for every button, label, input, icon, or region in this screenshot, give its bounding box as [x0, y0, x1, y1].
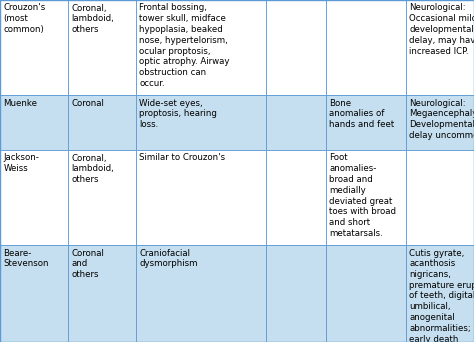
Text: Jackson-
Weiss: Jackson- Weiss	[3, 154, 39, 173]
Text: Coronal,
lambdoid,
others: Coronal, lambdoid, others	[72, 154, 114, 184]
Text: Crouzon's
(most
common): Crouzon's (most common)	[3, 3, 46, 34]
Bar	[266, 150, 326, 245]
Text: Frontal bossing,
tower skull, midface
hypoplasia, beaked
nose, hypertelorism,
oc: Frontal bossing, tower skull, midface hy…	[139, 3, 230, 88]
Bar	[68, 0, 136, 95]
Bar	[326, 150, 406, 245]
Text: Bone
anomalies of
hands and feet: Bone anomalies of hands and feet	[329, 98, 395, 129]
Bar	[0, 150, 68, 245]
Text: Cutis gyrate,
acanthosis
nigricans,
premature eruption
of teeth, digital,
umbili: Cutis gyrate, acanthosis nigricans, prem…	[410, 249, 474, 342]
Bar	[266, 245, 326, 342]
Bar	[266, 0, 326, 95]
Text: Beare-
Stevenson: Beare- Stevenson	[3, 249, 49, 268]
Bar	[0, 0, 68, 95]
Bar	[406, 245, 474, 342]
Bar	[0, 95, 68, 150]
Text: Neurological:
Occasional mild
developmental
delay, may have
increased ICP.: Neurological: Occasional mild developmen…	[410, 3, 474, 55]
Bar	[136, 245, 266, 342]
Bar	[136, 150, 266, 245]
Bar	[68, 245, 136, 342]
Bar	[326, 245, 406, 342]
Bar	[406, 95, 474, 150]
Bar	[266, 95, 326, 150]
Text: Craniofacial
dysmorphism: Craniofacial dysmorphism	[139, 249, 198, 268]
Bar	[136, 95, 266, 150]
Text: Foot
anomalies-
broad and
medially
deviated great
toes with broad
and short
meta: Foot anomalies- broad and medially devia…	[329, 154, 396, 238]
Text: Similar to Crouzon's: Similar to Crouzon's	[139, 154, 226, 162]
Bar	[406, 150, 474, 245]
Bar	[68, 150, 136, 245]
Bar	[406, 0, 474, 95]
Text: Wide-set eyes,
proptosis, hearing
loss.: Wide-set eyes, proptosis, hearing loss.	[139, 98, 218, 129]
Text: Coronal
and
others: Coronal and others	[72, 249, 104, 279]
Text: Neurological:
Megaencephaly.
Developmental
delay uncommon: Neurological: Megaencephaly. Development…	[410, 98, 474, 140]
Text: Muenke: Muenke	[3, 98, 37, 107]
Text: Coronal,
lambdoid,
others: Coronal, lambdoid, others	[72, 3, 114, 34]
Bar	[326, 95, 406, 150]
Text: Coronal: Coronal	[72, 98, 104, 107]
Bar	[136, 0, 266, 95]
Bar	[68, 95, 136, 150]
Bar	[326, 0, 406, 95]
Bar	[0, 245, 68, 342]
